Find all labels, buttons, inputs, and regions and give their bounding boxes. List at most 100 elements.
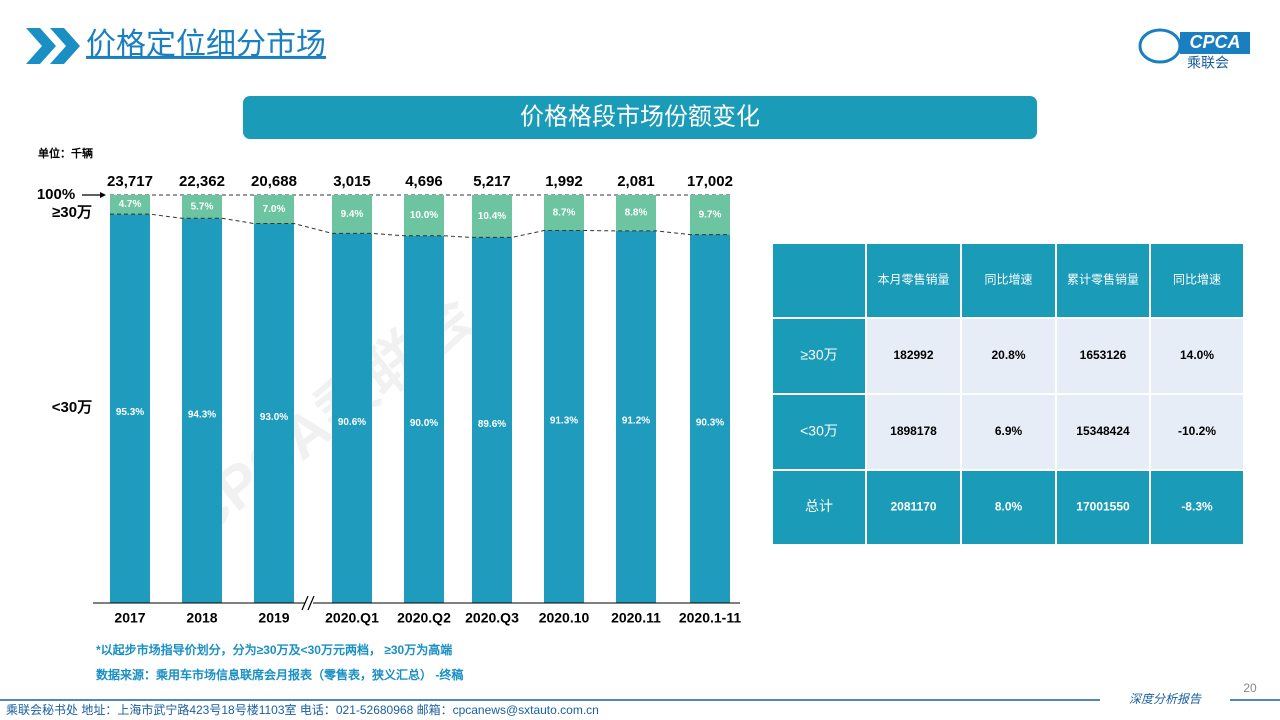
table-cell-text: 17001550 [1076, 500, 1130, 514]
total-label: 5,217 [473, 173, 511, 190]
note: 数据来源：乘用车市场信息联席会月报表（零售表，狭义汇总） -终稿 [96, 667, 463, 682]
total-label: 17,002 [687, 173, 733, 190]
table-cell-text: 14.0% [1180, 348, 1214, 362]
banner-text: 价格格段市场份额变化 [520, 103, 760, 130]
x-tick-label: 2020.11 [611, 610, 661, 626]
total-label: 1,992 [545, 173, 583, 190]
table-cell [1055, 469, 1151, 546]
total-label: 23,717 [107, 173, 153, 190]
total-label: 22,362 [179, 173, 225, 190]
unit-label: 单位：千辆 [38, 146, 93, 160]
value-label: 90.0% [410, 418, 438, 429]
bar-segment [182, 218, 222, 604]
bar-segment [332, 233, 372, 604]
table-cell-text: 182992 [893, 348, 933, 362]
x-tick-label: 2020.Q2 [397, 610, 451, 626]
value-label: 90.3% [696, 417, 724, 428]
bar-segment [182, 195, 222, 219]
table-header: 累计零售销量 [1067, 272, 1139, 287]
table-cell [771, 317, 867, 395]
bar-segment [544, 230, 584, 603]
x-tick-label: 2019 [258, 610, 289, 626]
chevrons [26, 28, 80, 64]
slide-title: 价格定位细分市场 [86, 28, 326, 61]
table-cell [865, 242, 962, 319]
page-number: 20 [1243, 681, 1257, 695]
value-label: 4.7% [119, 199, 142, 210]
total-label: 2,081 [617, 173, 655, 190]
table: 本月零售销量 同比增速 累计零售销量 同比增速 ≥30万 182992 20.8% 16531… [771, 242, 1245, 546]
table-cell-text: 6.9% [995, 424, 1023, 438]
table-cell [1055, 242, 1151, 319]
table-cell-text: -8.3% [1181, 500, 1213, 514]
row-label: 总计 [805, 498, 833, 514]
logo-sub: 乘联会 [1187, 55, 1229, 71]
axis-break-gap [305, 595, 313, 611]
x-tick-label: 2017 [114, 610, 145, 626]
note: *以起步市场指导价划分，分为≥30万及<30万元两档， ≥30万为高端 [96, 642, 452, 657]
table-cell-text: -10.2% [1178, 424, 1216, 438]
total-label: 3,015 [333, 173, 371, 190]
table-cell [960, 469, 1057, 546]
table-cell [1149, 469, 1245, 546]
x-tick-label: 2020.Q3 [465, 610, 519, 626]
value-label: 9.7% [699, 209, 722, 220]
bar-segment [544, 195, 584, 231]
value-label: 94.3% [188, 409, 216, 420]
value-label: 9.4% [341, 209, 364, 220]
row-label: ≥30万 [800, 347, 837, 363]
bar-segment [472, 195, 512, 238]
table-cell-text: 15348424 [1076, 424, 1130, 438]
table-cell [771, 393, 867, 471]
value-label: 5.7% [191, 201, 214, 212]
connector-dashed-line [110, 213, 730, 238]
table-cell-text: 20.8% [991, 348, 1025, 362]
series-label: ≥30万 [52, 204, 92, 221]
row-label: <30万 [800, 423, 838, 439]
value-label: 90.6% [338, 417, 366, 428]
table-cell [771, 242, 867, 319]
value-label: 95.3% [116, 407, 144, 418]
table-cell [1055, 393, 1151, 471]
tick-arrowhead [100, 192, 106, 198]
axis-break [301, 595, 315, 611]
footer-address: 乘联会秘书处 地址：上海市武宁路423号18号楼1103室 电话：021-526… [6, 702, 599, 717]
table-header: 本月零售销量 [877, 272, 949, 287]
bar-segment [690, 195, 730, 235]
y-tick-label: 100% [37, 186, 75, 203]
x-tick-label: 2020.10 [539, 610, 590, 626]
chart: 100%≥30万 <30万 95.3% 94.3% 93.0% 90.6% 90.0% 89.… [37, 173, 742, 626]
bar-segment [404, 195, 444, 236]
bar-segment [110, 214, 150, 603]
value-label: 8.7% [553, 207, 576, 218]
value-label: 89.6% [478, 419, 506, 430]
value-label: 7.0% [263, 204, 286, 215]
bar-segment [254, 223, 294, 603]
table-cell [1149, 317, 1245, 395]
table-cell [1149, 242, 1245, 319]
value-label: 93.0% [260, 412, 288, 423]
value-label: 10.4% [478, 211, 506, 222]
table-cell-text: 1898178 [890, 424, 937, 438]
bar-segment [332, 195, 372, 234]
table-cell [960, 242, 1057, 319]
value-label: 91.2% [622, 416, 650, 427]
table-cell-text: 2081170 [890, 500, 936, 514]
total-label: 4,696 [405, 173, 443, 190]
table-header: 同比增速 [984, 273, 1032, 287]
value-label: 8.8% [625, 208, 648, 219]
logo-text: CPCA [1189, 32, 1240, 52]
value-label: 91.3% [550, 415, 578, 426]
bar-segment [690, 234, 730, 604]
footer-tag: 深度分析报告 [1129, 692, 1202, 706]
table-cell [865, 393, 962, 471]
bar-segment [472, 237, 512, 603]
bar-segment [110, 195, 150, 215]
bar-segment [616, 230, 656, 604]
table-header: 同比增速 [1173, 273, 1221, 287]
value-label: 10.0% [410, 210, 438, 221]
logo: CPCA 乘联会 [1138, 28, 1250, 71]
table-cell-text: 1653126 [1080, 348, 1127, 362]
table-cell [771, 469, 867, 546]
